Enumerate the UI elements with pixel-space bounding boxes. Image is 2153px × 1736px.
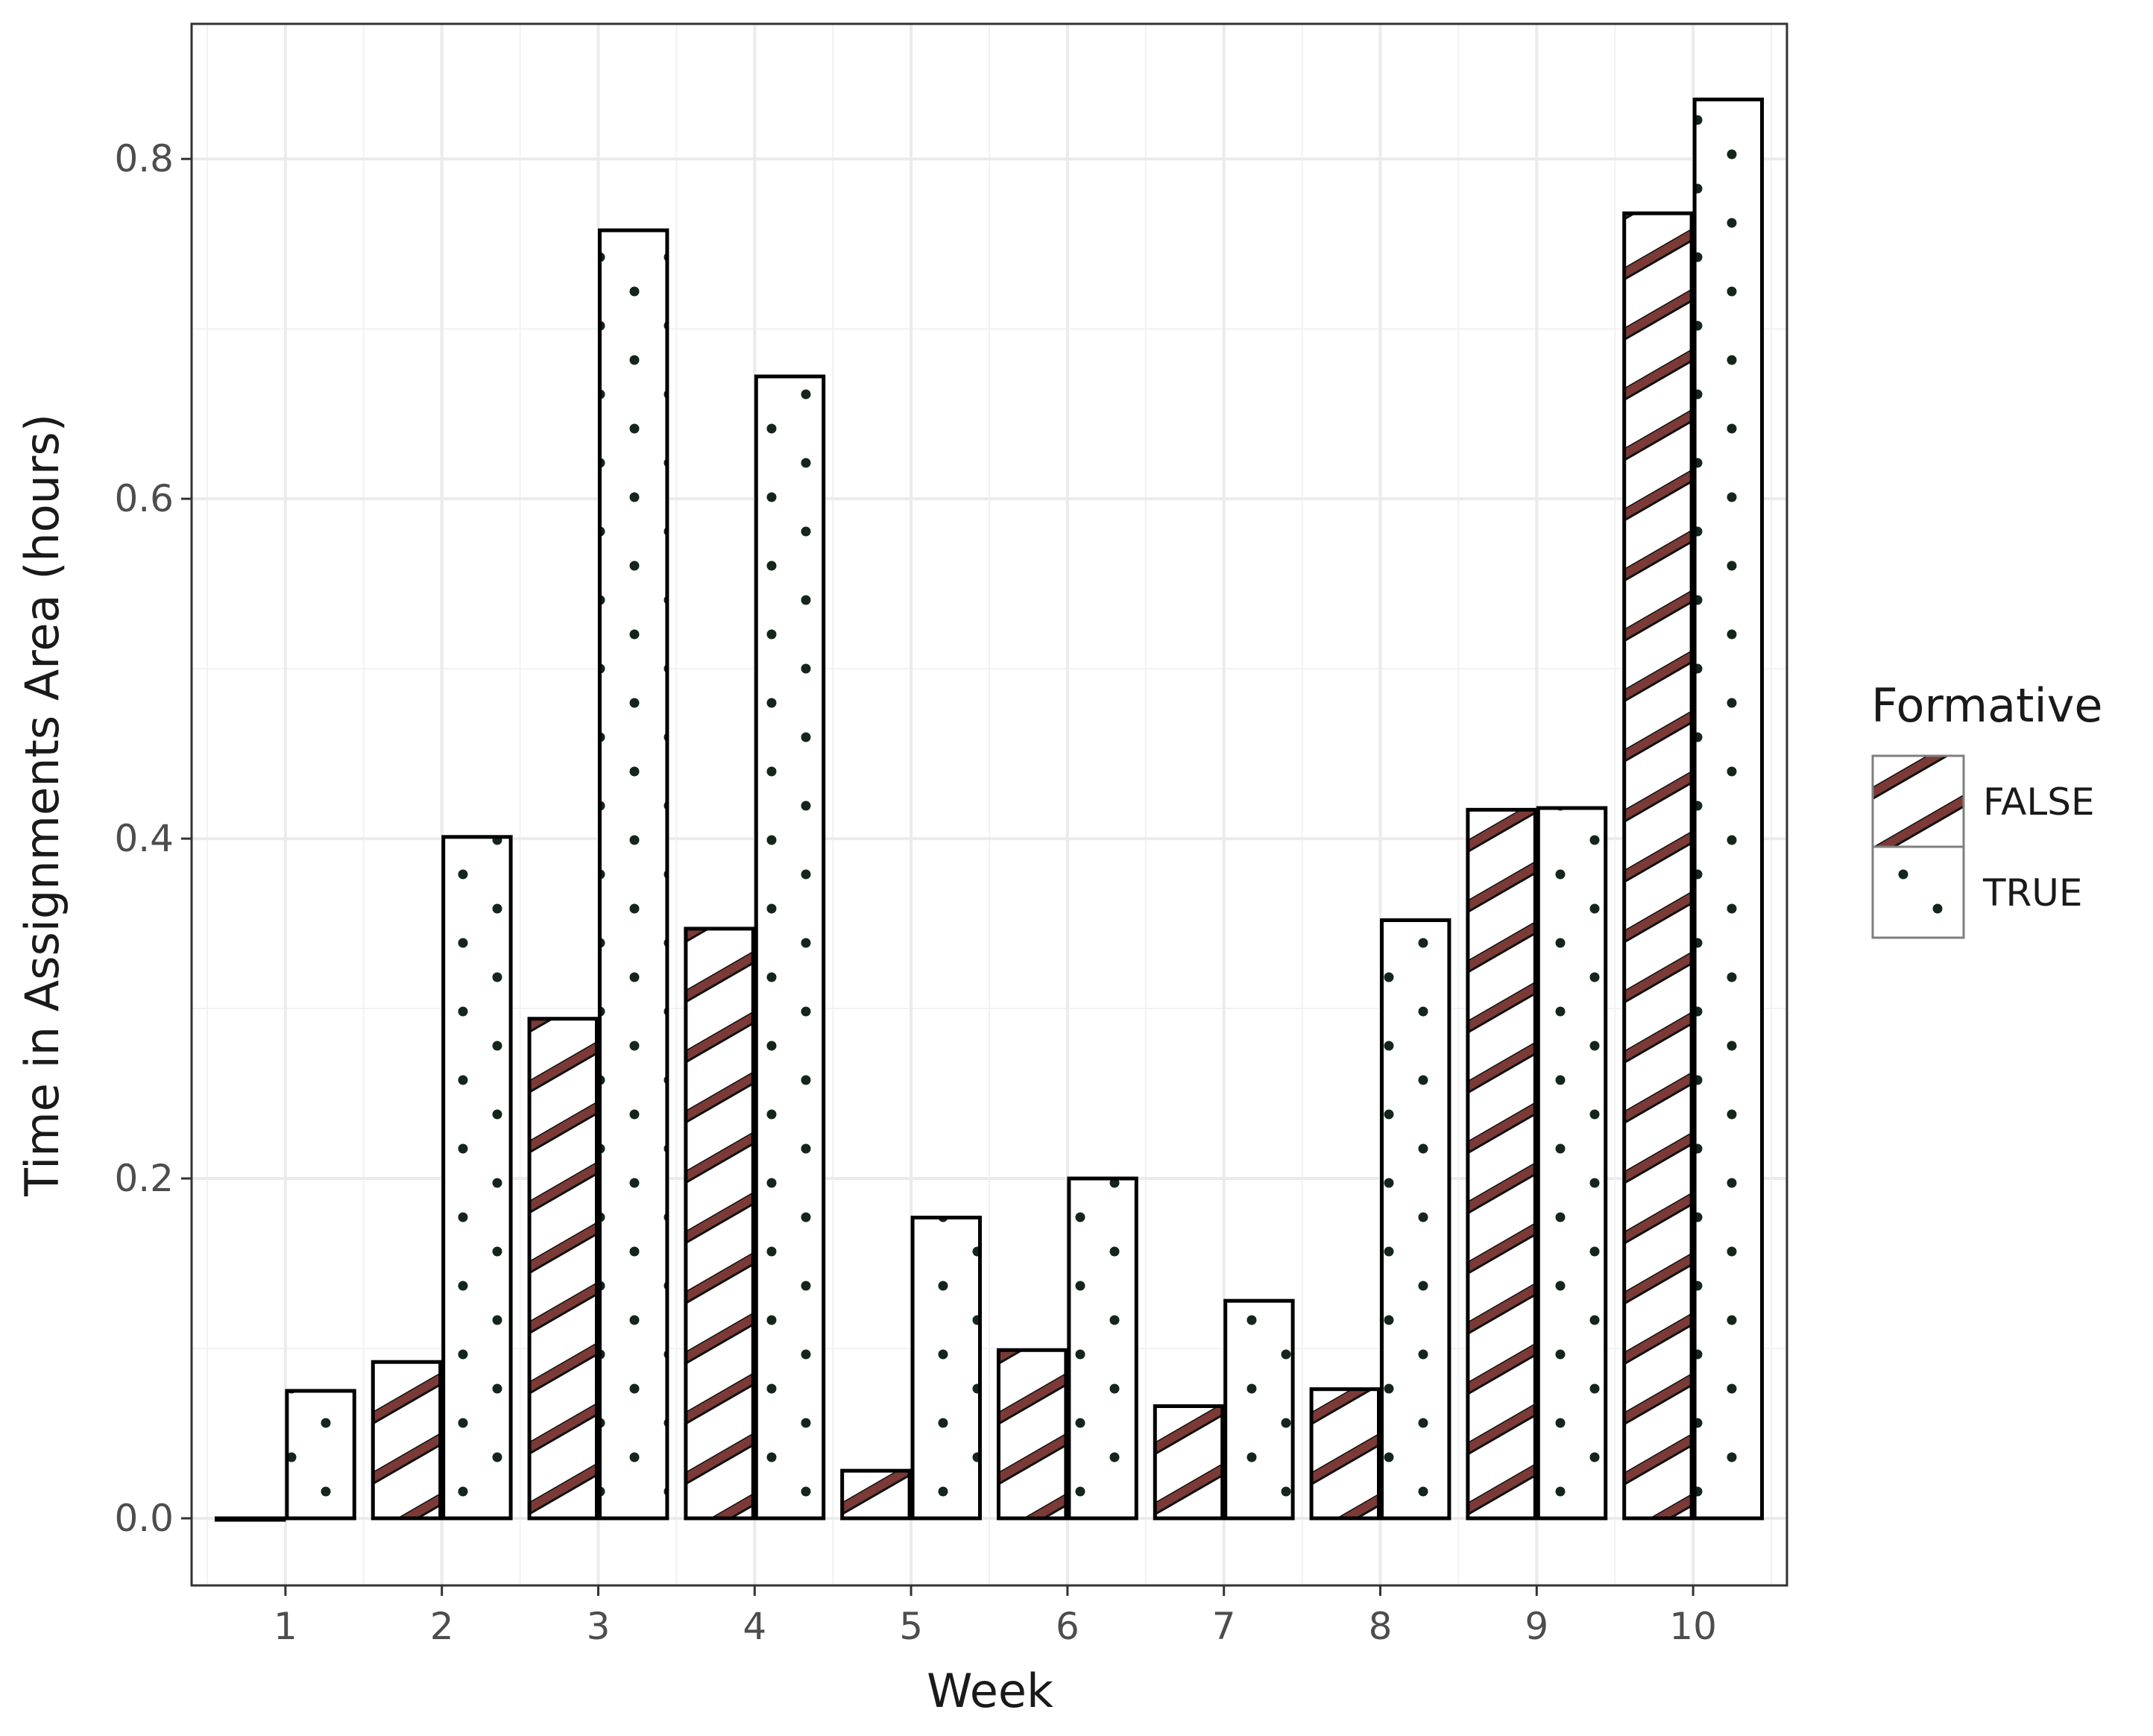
bar-false-week-3 xyxy=(527,1017,599,1521)
bar-true-week-1 xyxy=(285,1389,356,1521)
bar-false-week-5 xyxy=(840,1468,912,1521)
bar-false-week-6 xyxy=(996,1348,1068,1521)
bar-false-week-4 xyxy=(684,927,755,1521)
legend-key-true xyxy=(1871,845,1965,939)
minor-gridlines xyxy=(192,24,1787,1585)
y-axis-title: Time in Assignments Area (hours) xyxy=(15,414,69,1197)
bar-true-week-8 xyxy=(1380,918,1451,1521)
y-tick-label: 0.8 xyxy=(114,137,174,180)
y-tick-label: 0.2 xyxy=(114,1157,174,1200)
legend-key-false xyxy=(1871,754,1965,848)
bar-false-week-9 xyxy=(1466,807,1537,1521)
bar-true-week-7 xyxy=(1223,1298,1295,1521)
panel-border-rect xyxy=(190,22,1788,1587)
bar-true-week-9 xyxy=(1536,806,1608,1521)
x-tick-label: 10 xyxy=(1669,1605,1717,1648)
bar-false-week-7 xyxy=(1153,1404,1225,1521)
x-tick-label: 8 xyxy=(1369,1605,1393,1648)
y-tick-label: 0.6 xyxy=(114,477,174,520)
x-tick-label: 3 xyxy=(587,1605,611,1648)
bar-true-week-5 xyxy=(910,1215,983,1521)
bar-true-week-4 xyxy=(754,374,826,1521)
x-tick-label: 1 xyxy=(274,1605,297,1648)
bars xyxy=(214,97,1765,1522)
bar-false-week-10 xyxy=(1622,211,1694,1521)
y-tick-label: 0.0 xyxy=(114,1497,174,1540)
x-axis-title: Week xyxy=(927,1664,1053,1718)
bar-false-week-8 xyxy=(1309,1387,1381,1521)
x-tick-label: 6 xyxy=(1056,1605,1079,1648)
x-tick-label: 4 xyxy=(743,1605,766,1648)
bar-true-week-3 xyxy=(597,228,669,1521)
bar-false-week-2 xyxy=(371,1360,443,1521)
x-tick-label: 9 xyxy=(1525,1605,1548,1648)
bar-true-week-2 xyxy=(441,835,513,1521)
y-axis: 0.0 0.2 0.4 0.6 0.8 xyxy=(114,137,192,1540)
x-tick-label: 5 xyxy=(899,1605,923,1648)
x-tick-label: 7 xyxy=(1212,1605,1236,1648)
legend-title: Formative xyxy=(1871,678,2103,733)
plot-border xyxy=(190,22,1788,1587)
y-tick-label: 0.4 xyxy=(114,817,174,860)
x-tick-label: 2 xyxy=(430,1605,454,1648)
legend-label-false: FALSE xyxy=(1983,780,2095,824)
x-axis: 1 2 3 4 5 6 7 8 9 10 xyxy=(274,1585,1717,1648)
bar-true-week-10 xyxy=(1692,97,1765,1521)
legend: Formative FALSE TRUE xyxy=(1871,678,2103,939)
bar-true-week-6 xyxy=(1067,1176,1138,1521)
bar-false-week-1 xyxy=(214,1516,286,1522)
legend-label-true: TRUE xyxy=(1982,871,2082,915)
